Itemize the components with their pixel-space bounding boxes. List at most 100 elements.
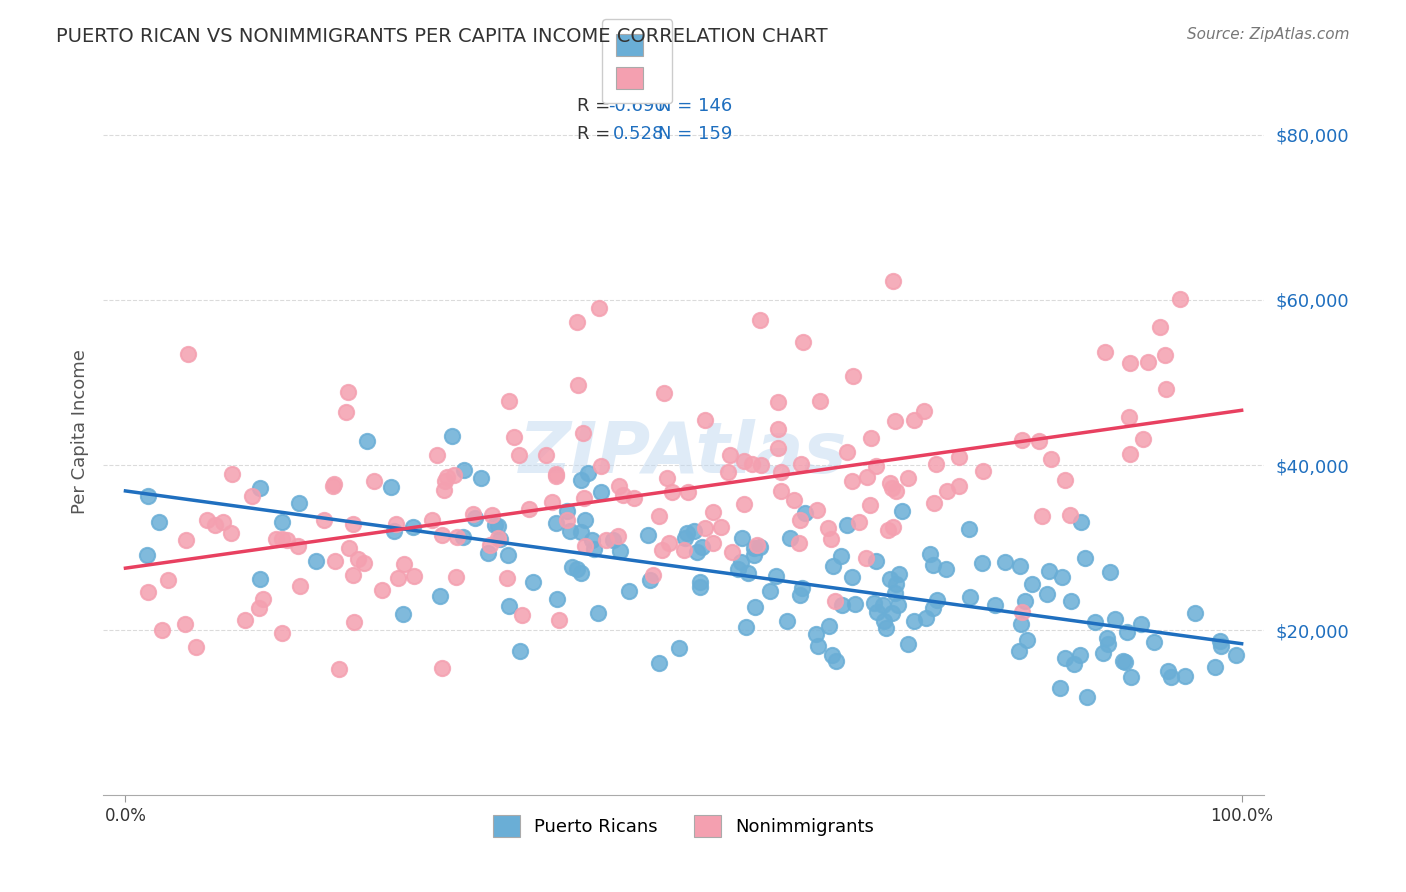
Point [779, 531, 801, 545]
Point [903, 413, 925, 427]
Point [586, 606, 609, 620]
Point [922, 558, 945, 573]
Point [508, 448, 530, 462]
Point [443, 468, 465, 483]
Point [710, 520, 733, 534]
Point [1119, 670, 1142, 684]
Point [648, 656, 671, 670]
Point [879, 572, 901, 586]
Point [249, 481, 271, 495]
Point [794, 506, 817, 520]
Point [735, 620, 758, 634]
Point [135, 548, 157, 562]
Point [339, 541, 361, 555]
Point [1059, 508, 1081, 522]
Point [574, 539, 596, 553]
Point [150, 623, 173, 637]
Point [856, 470, 879, 484]
Point [136, 489, 159, 503]
Point [323, 554, 346, 568]
Point [1174, 669, 1197, 683]
Point [1038, 564, 1060, 578]
Point [884, 585, 907, 599]
Point [486, 519, 509, 533]
Point [588, 301, 610, 315]
Point [912, 404, 935, 418]
Point [640, 574, 662, 588]
Point [422, 513, 444, 527]
Point [517, 502, 540, 516]
Point [567, 562, 589, 576]
Point [865, 554, 887, 568]
Text: R =: R = [576, 125, 616, 143]
Point [1099, 565, 1122, 579]
Point [1060, 594, 1083, 608]
Point [1063, 657, 1085, 671]
Point [470, 471, 492, 485]
Point [730, 531, 752, 545]
Point [567, 315, 589, 329]
Legend: Puerto Ricans, Nonimmigrants: Puerto Ricans, Nonimmigrants [485, 808, 882, 845]
Point [765, 569, 787, 583]
Point [717, 466, 740, 480]
Point [657, 471, 679, 485]
Point [925, 457, 948, 471]
Point [984, 598, 1007, 612]
Point [1119, 447, 1142, 461]
Point [1209, 634, 1232, 648]
Point [727, 561, 749, 575]
Point [1225, 648, 1247, 662]
Point [510, 608, 533, 623]
Point [686, 545, 709, 559]
Point [693, 521, 716, 535]
Point [821, 559, 844, 574]
Point [1153, 348, 1175, 362]
Point [741, 457, 763, 471]
Point [806, 627, 828, 641]
Point [959, 590, 981, 604]
Point [1015, 632, 1038, 647]
Point [658, 536, 681, 550]
Point [718, 448, 741, 462]
Point [558, 524, 581, 538]
Point [557, 513, 579, 527]
Point [883, 414, 905, 428]
Point [1132, 432, 1154, 446]
Point [1094, 345, 1116, 359]
Point [1014, 593, 1036, 607]
Point [384, 524, 406, 539]
Point [1119, 356, 1142, 370]
Point [879, 475, 901, 490]
Point [830, 549, 852, 564]
Point [591, 485, 613, 500]
Point [792, 581, 814, 595]
Point [609, 543, 631, 558]
Point [920, 547, 942, 561]
Point [394, 558, 416, 572]
Point [322, 478, 344, 492]
Point [641, 568, 664, 582]
Point [197, 512, 219, 526]
Point [252, 591, 274, 606]
Point [464, 511, 486, 525]
Point [792, 334, 814, 349]
Text: R =: R = [576, 97, 616, 115]
Point [789, 536, 811, 550]
Point [342, 516, 364, 531]
Point [648, 508, 671, 523]
Point [544, 467, 567, 481]
Point [569, 566, 592, 580]
Point [602, 533, 624, 548]
Point [862, 596, 884, 610]
Point [903, 614, 925, 628]
Point [948, 450, 970, 464]
Point [769, 483, 792, 498]
Point [745, 539, 768, 553]
Point [744, 548, 766, 562]
Point [322, 476, 344, 491]
Point [835, 444, 858, 458]
Point [1157, 665, 1180, 679]
Text: -0.690: -0.690 [607, 97, 665, 115]
Point [436, 470, 458, 484]
Point [817, 521, 839, 535]
